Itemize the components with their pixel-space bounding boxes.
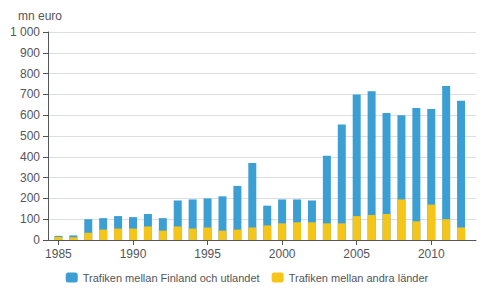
- svg-text:Trafiken mellan andra länder: Trafiken mellan andra länder: [289, 272, 429, 284]
- svg-text:300: 300: [20, 171, 40, 185]
- svg-text:mn euro: mn euro: [18, 9, 62, 23]
- svg-text:1995: 1995: [194, 247, 221, 261]
- svg-text:200: 200: [20, 191, 40, 205]
- svg-text:900: 900: [20, 46, 40, 60]
- svg-text:2000: 2000: [269, 247, 296, 261]
- svg-text:700: 700: [20, 87, 40, 101]
- svg-text:1 000: 1 000: [10, 25, 40, 39]
- svg-text:0: 0: [33, 233, 40, 247]
- svg-text:400: 400: [20, 150, 40, 164]
- svg-text:1985: 1985: [45, 247, 72, 261]
- svg-text:500: 500: [20, 129, 40, 143]
- svg-text:800: 800: [20, 67, 40, 81]
- svg-text:2005: 2005: [343, 247, 370, 261]
- svg-text:Trafiken mellan Finland och ut: Trafiken mellan Finland och utlandet: [83, 272, 260, 284]
- svg-text:2010: 2010: [418, 247, 445, 261]
- svg-text:600: 600: [20, 108, 40, 122]
- svg-text:1990: 1990: [120, 247, 147, 261]
- svg-text:100: 100: [20, 212, 40, 226]
